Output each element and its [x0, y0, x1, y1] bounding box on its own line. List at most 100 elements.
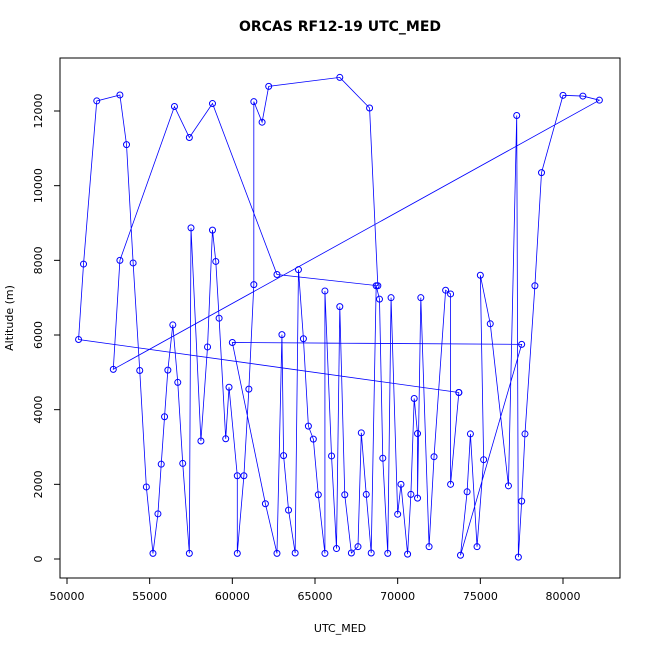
data-point — [309, 435, 317, 443]
data-point — [375, 295, 383, 303]
data-point — [75, 335, 83, 343]
x-tick-label: 60000 — [215, 590, 250, 603]
data-point — [486, 320, 494, 328]
data-point — [157, 460, 165, 468]
data-point — [321, 287, 329, 295]
y-tick-label: 0 — [32, 555, 45, 562]
data-point — [513, 111, 521, 119]
data-point — [273, 549, 281, 557]
data-point — [208, 226, 216, 234]
y-tick-label: 4000 — [32, 396, 45, 424]
data-point — [447, 480, 455, 488]
data-point — [170, 103, 178, 111]
data-point — [321, 549, 329, 557]
data-point — [332, 545, 340, 553]
data-point — [336, 73, 344, 81]
data-point — [394, 510, 402, 518]
data-point — [336, 303, 344, 311]
data-point — [456, 551, 464, 559]
data-point — [208, 100, 216, 108]
data-point — [179, 459, 187, 467]
data-point — [285, 506, 293, 514]
data-point — [142, 483, 150, 491]
data-point — [294, 266, 302, 274]
data-point — [265, 82, 273, 90]
data-point — [174, 378, 182, 386]
data-point — [538, 169, 546, 177]
data-point — [531, 282, 539, 290]
data-point — [397, 480, 405, 488]
data-point — [149, 549, 157, 557]
data-point — [261, 500, 269, 508]
data-point — [521, 430, 529, 438]
data-point — [136, 366, 144, 374]
data-point — [407, 490, 415, 498]
data-point — [123, 141, 131, 149]
data-point — [447, 290, 455, 298]
data-point — [299, 335, 307, 343]
data-point — [463, 488, 471, 496]
data-point — [273, 271, 281, 279]
y-tick-label: 2000 — [32, 470, 45, 498]
data-point — [129, 259, 137, 267]
x-tick-label: 80000 — [546, 590, 581, 603]
x-tick-label: 65000 — [298, 590, 333, 603]
data-point — [80, 260, 88, 268]
x-tick-label: 70000 — [380, 590, 415, 603]
data-point — [314, 491, 322, 499]
data-point — [154, 510, 162, 518]
data-point — [304, 422, 312, 430]
data-point — [228, 338, 236, 346]
data-point — [116, 91, 124, 99]
x-tick-label: 75000 — [463, 590, 498, 603]
data-point — [185, 134, 193, 142]
data-point — [414, 430, 422, 438]
data-point — [278, 331, 286, 339]
data-point — [473, 543, 481, 551]
y-tick-label: 12000 — [32, 94, 45, 129]
data-point — [215, 314, 223, 322]
data-point — [366, 104, 374, 112]
data-point — [341, 491, 349, 499]
data-point — [455, 388, 463, 396]
data-point — [258, 118, 266, 126]
data-point — [240, 472, 248, 480]
data-point — [357, 429, 365, 437]
x-tick-label: 55000 — [132, 590, 167, 603]
data-point — [362, 490, 370, 498]
y-tick-label: 6000 — [32, 321, 45, 349]
data-point — [480, 456, 488, 464]
data-point — [387, 294, 395, 302]
data-point — [425, 543, 433, 551]
y-tick-label: 8000 — [32, 246, 45, 274]
data-point — [430, 453, 438, 461]
data-point — [417, 294, 425, 302]
data-point — [169, 321, 177, 329]
data-point — [161, 413, 169, 421]
data-point — [354, 543, 362, 551]
data-point — [233, 472, 241, 480]
y-axis-label: Altitude (m) — [3, 285, 16, 351]
data-point — [197, 437, 205, 445]
data-point — [222, 435, 230, 443]
data-point — [518, 497, 526, 505]
data-point — [404, 550, 412, 558]
data-point — [185, 549, 193, 557]
data-point — [379, 454, 387, 462]
data-point — [372, 282, 380, 290]
data-point — [595, 96, 603, 104]
data-point — [504, 482, 512, 490]
data-point — [164, 366, 172, 374]
data-point — [225, 383, 233, 391]
data-point — [280, 452, 288, 460]
data-point — [384, 549, 392, 557]
data-point — [250, 281, 258, 289]
data-point — [514, 553, 522, 561]
data-point — [518, 340, 526, 348]
data-point — [93, 97, 101, 105]
data-point — [328, 452, 336, 460]
data-point — [367, 549, 375, 557]
data-point — [410, 394, 418, 402]
